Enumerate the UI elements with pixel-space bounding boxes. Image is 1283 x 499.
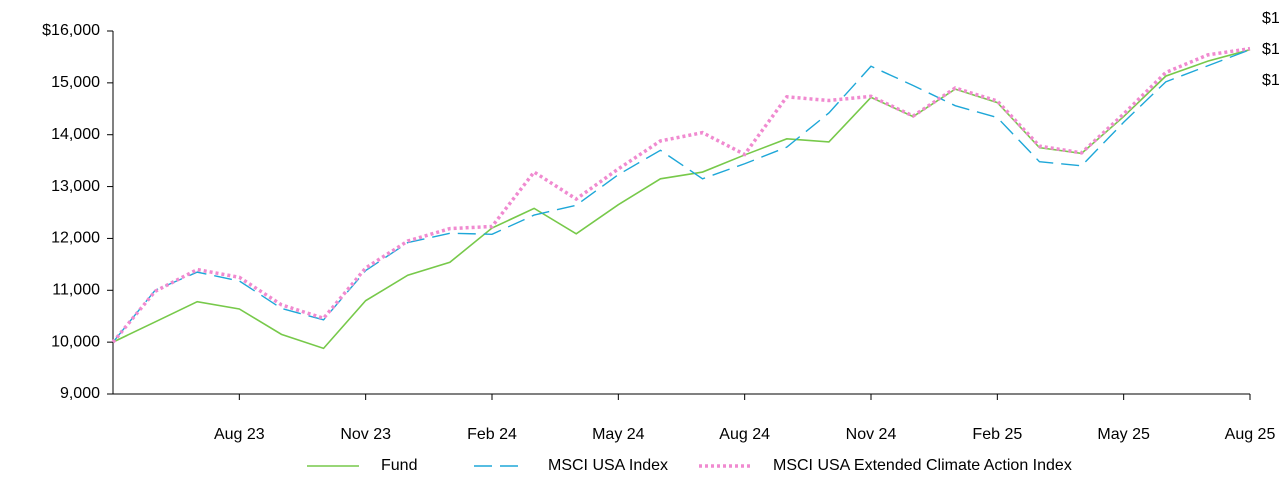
x-tick-label: Nov 24	[846, 426, 897, 443]
end-label: $1	[1262, 10, 1280, 27]
end-label: $1	[1262, 72, 1280, 89]
series-line	[111, 46, 1251, 344]
x-tick-label: Aug 24	[719, 426, 770, 443]
series-line	[112, 48, 1251, 350]
x-tick-label: May 25	[1097, 426, 1150, 443]
x-tick-label: Aug 25	[1225, 426, 1276, 443]
y-tick-label: 14,000	[51, 126, 100, 143]
legend-label: MSCI USA Index	[548, 457, 668, 474]
y-tick-label: 15,000	[51, 74, 100, 91]
end-label: $1	[1262, 41, 1280, 58]
series-line	[112, 49, 1251, 343]
x-tick-label: Nov 23	[340, 426, 391, 443]
x-tick-label: Feb 25	[972, 426, 1022, 443]
y-tick-label: 12,000	[51, 230, 100, 247]
legend-label: Fund	[381, 457, 417, 474]
y-tick-label: 9,000	[60, 385, 100, 402]
x-tick-label: May 24	[592, 426, 645, 443]
x-tick-label: Aug 23	[214, 426, 265, 443]
y-tick-label: 10,000	[51, 333, 100, 350]
y-tick-label: $16,000	[42, 22, 100, 39]
x-tick-label: Feb 24	[467, 426, 517, 443]
legend-label: MSCI USA Extended Climate Action Index	[773, 457, 1072, 474]
y-tick-label: 11,000	[52, 282, 100, 299]
y-tick-label: 13,000	[51, 178, 100, 195]
